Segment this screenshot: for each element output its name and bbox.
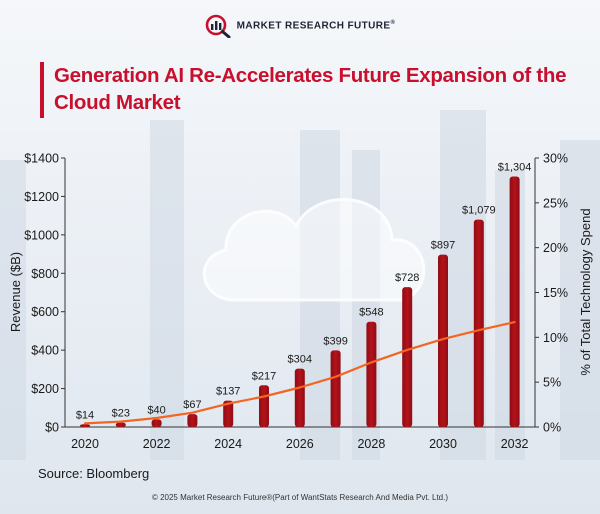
brand-name: MARKET RESEARCH FUTURE® — [236, 20, 396, 32]
bar — [294, 368, 305, 427]
x-tick-label: 2024 — [214, 437, 242, 451]
title-block: Generation AI Re-Accelerates Future Expa… — [40, 62, 580, 118]
y-axis-title-right: % of Total Technology Spend — [578, 208, 593, 375]
title-accent-bar — [40, 62, 44, 118]
bar-value-label: $217 — [252, 370, 276, 382]
chart-title: Generation AI Re-Accelerates Future Expa… — [54, 64, 567, 114]
bar — [366, 321, 377, 427]
bar-value-label: $548 — [359, 307, 383, 319]
bar-value-label: $1,304 — [498, 161, 532, 173]
bar — [509, 176, 520, 427]
y-tick-label-right: 5% — [543, 376, 561, 390]
y-tick-label-right: 20% — [543, 241, 568, 255]
copyright-note: © 2025 Market Research Future®(Part of W… — [151, 493, 449, 502]
y-tick-label-left: $200 — [31, 382, 59, 396]
y-tick-label-right: 10% — [543, 331, 568, 345]
bar — [402, 287, 413, 427]
y-tick-label-left: $600 — [31, 305, 59, 319]
bar — [151, 419, 162, 427]
bar-value-label: $23 — [112, 408, 130, 420]
bar-value-label: $40 — [147, 404, 165, 416]
brand-logo-icon — [205, 14, 231, 38]
cloud-icon — [202, 198, 426, 302]
x-tick-label: 2020 — [71, 437, 99, 451]
y-axis-title-left: Revenue ($B) — [8, 252, 23, 332]
bar-value-label: $1,079 — [462, 205, 496, 217]
x-tick-label: 2028 — [357, 437, 385, 451]
x-tick-label: 2022 — [143, 437, 171, 451]
x-tick-label: 2026 — [286, 437, 314, 451]
x-tick-label: 2030 — [429, 437, 457, 451]
bar-value-label: $14 — [76, 409, 94, 421]
bar-value-label: $304 — [288, 354, 312, 366]
y-tick-label-right: 30% — [543, 152, 568, 166]
spend-share-line — [83, 321, 516, 425]
y-tick-label-left: $1200 — [24, 190, 59, 204]
source-note: Source: Bloomberg — [38, 466, 150, 481]
x-tick-label: 2032 — [501, 437, 529, 451]
bar — [115, 422, 126, 427]
bar-value-label: $897 — [431, 240, 455, 252]
y-tick-label-right: 0% — [543, 421, 561, 435]
y-tick-label-right: 15% — [543, 286, 568, 300]
bar-value-label: $137 — [216, 386, 240, 398]
bar-value-label: $399 — [323, 335, 347, 347]
bar — [80, 424, 90, 427]
y-tick-label-left: $1400 — [24, 152, 59, 166]
bar — [438, 254, 448, 427]
y-tick-label-right: 25% — [543, 196, 568, 210]
bar — [187, 414, 198, 427]
bar — [223, 400, 234, 427]
bar — [259, 385, 269, 427]
bar-value-label: $728 — [395, 272, 419, 284]
bar — [330, 350, 341, 427]
brand-header: MARKET RESEARCH FUTURE® — [0, 14, 600, 38]
bar-value-label: $67 — [183, 399, 201, 411]
y-tick-label-left: $400 — [31, 344, 59, 358]
bar — [473, 219, 484, 427]
y-tick-label-left: $0 — [45, 421, 59, 435]
y-tick-label-left: $800 — [31, 267, 59, 281]
y-tick-label-left: $1000 — [24, 228, 59, 242]
